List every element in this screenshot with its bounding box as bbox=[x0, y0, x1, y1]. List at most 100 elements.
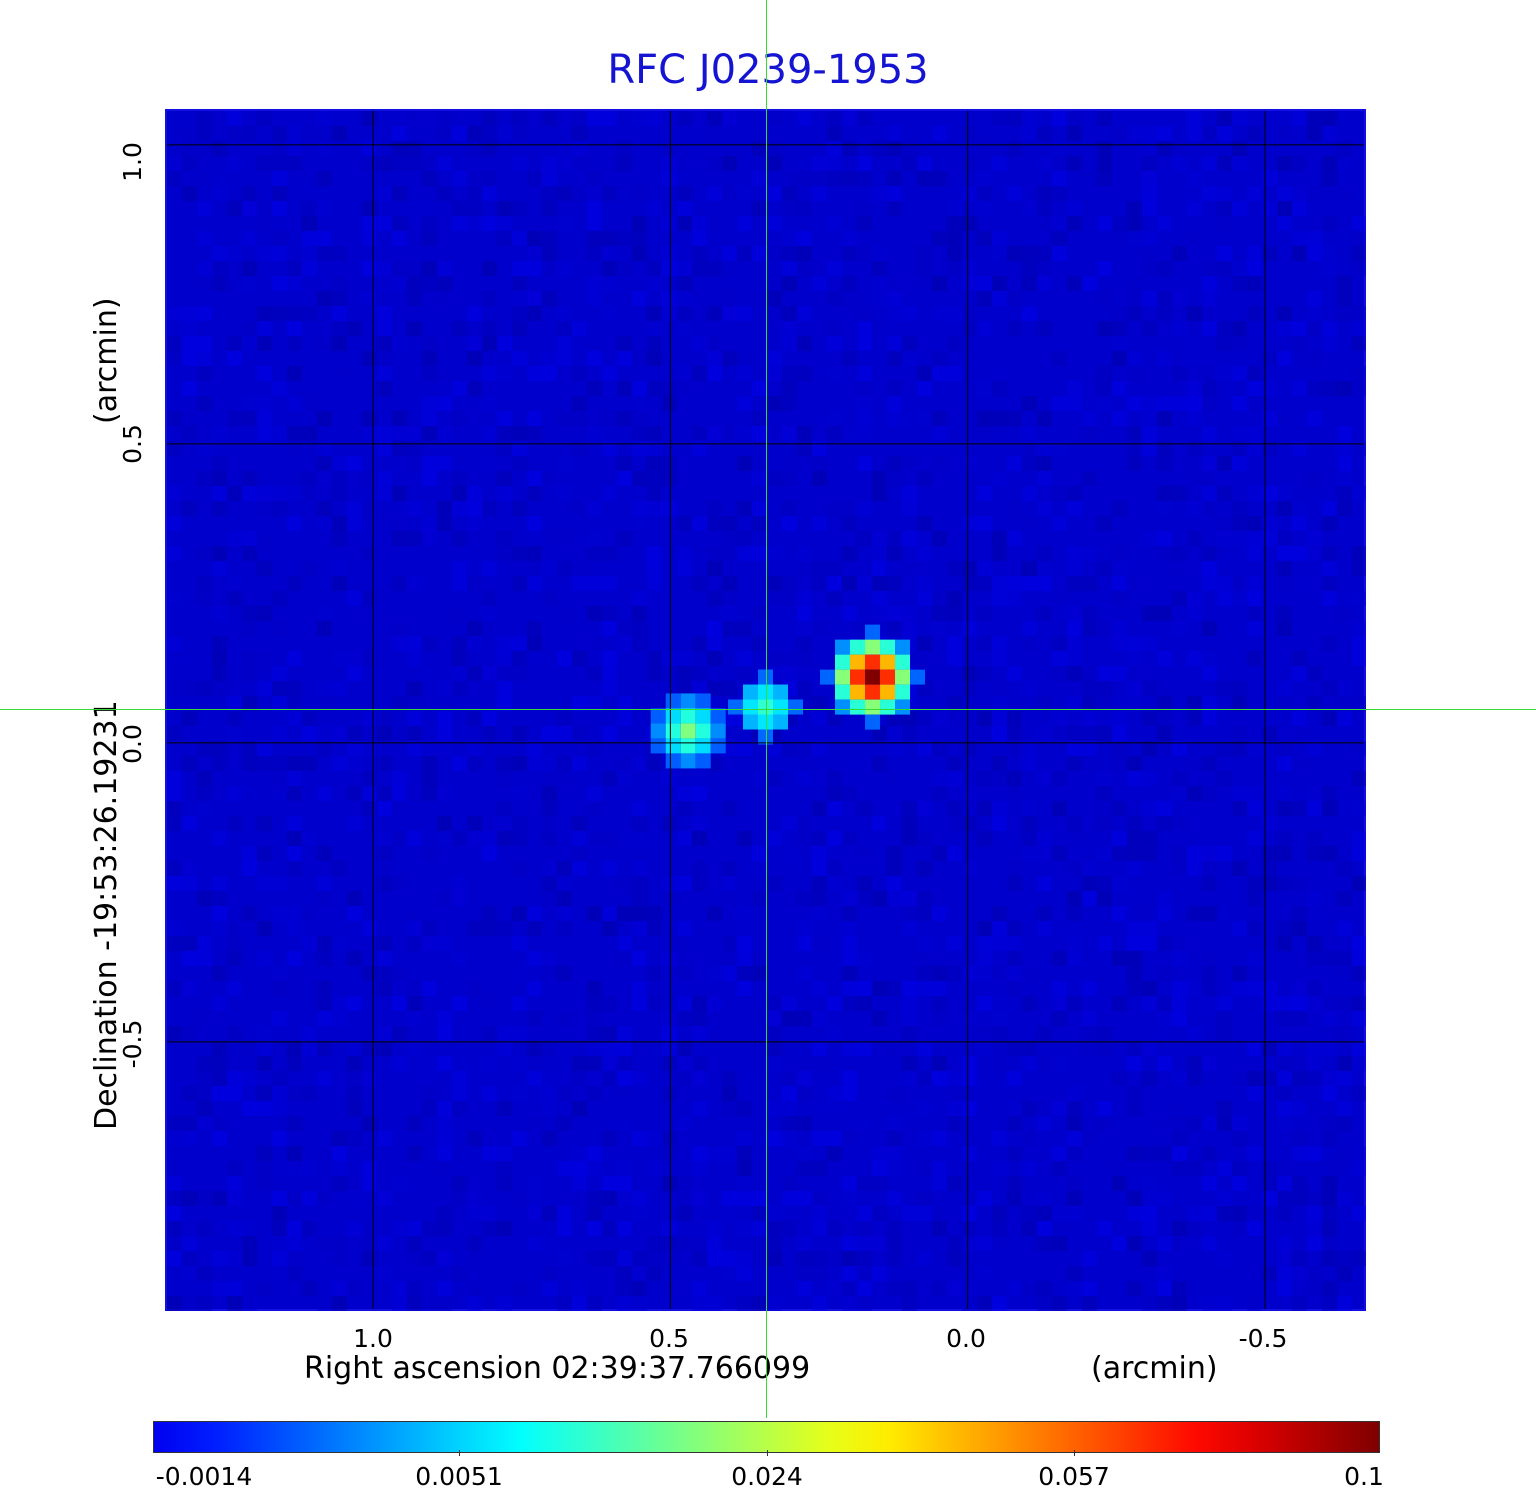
map-noise-pixel bbox=[557, 1011, 572, 1026]
map-noise-pixel bbox=[587, 1221, 602, 1236]
map-noise-pixel bbox=[317, 936, 332, 951]
map-noise-pixel bbox=[917, 156, 932, 171]
map-noise-pixel bbox=[422, 276, 437, 291]
x-tick-label: 1.0 bbox=[353, 1324, 393, 1353]
map-noise-pixel bbox=[182, 861, 197, 876]
map-noise-pixel bbox=[167, 1176, 182, 1191]
map-noise-pixel bbox=[1157, 261, 1172, 276]
map-noise-pixel bbox=[797, 306, 812, 321]
map-noise-pixel bbox=[1292, 591, 1307, 606]
map-noise-pixel bbox=[542, 336, 557, 351]
map-noise-pixel bbox=[1232, 726, 1247, 741]
map-noise-pixel bbox=[362, 1041, 377, 1056]
map-noise-pixel bbox=[1352, 936, 1366, 951]
map-noise-pixel bbox=[887, 1236, 902, 1251]
map-noise-pixel bbox=[1082, 276, 1097, 291]
map-noise-pixel bbox=[782, 306, 797, 321]
map-noise-pixel bbox=[977, 186, 992, 201]
map-noise-pixel bbox=[1292, 1146, 1307, 1161]
map-noise-pixel bbox=[1337, 426, 1352, 441]
map-noise-pixel bbox=[557, 141, 572, 156]
map-noise-pixel bbox=[992, 816, 1007, 831]
map-noise-pixel bbox=[362, 546, 377, 561]
map-noise-pixel bbox=[1112, 996, 1127, 1011]
map-noise-pixel bbox=[887, 126, 902, 141]
map-noise-pixel bbox=[767, 996, 782, 1011]
map-noise-pixel bbox=[902, 351, 917, 366]
map-noise-pixel bbox=[1277, 351, 1292, 366]
map-noise-pixel bbox=[212, 186, 227, 201]
map-noise-pixel bbox=[377, 441, 392, 456]
map-noise-pixel bbox=[797, 246, 812, 261]
map-noise-pixel bbox=[977, 576, 992, 591]
map-noise-pixel bbox=[617, 381, 632, 396]
map-noise-pixel bbox=[1157, 651, 1172, 666]
map-noise-pixel bbox=[1112, 576, 1127, 591]
map-noise-pixel bbox=[497, 201, 512, 216]
map-noise-pixel bbox=[1292, 546, 1307, 561]
map-noise-pixel bbox=[1322, 546, 1337, 561]
map-noise-pixel bbox=[272, 621, 287, 636]
map-noise-pixel bbox=[482, 1221, 497, 1236]
map-noise-pixel bbox=[1022, 426, 1037, 441]
map-noise-pixel bbox=[497, 1146, 512, 1161]
map-noise-pixel bbox=[1157, 216, 1172, 231]
map-noise-pixel bbox=[482, 291, 497, 306]
map-noise-pixel bbox=[1067, 486, 1082, 501]
map-noise-pixel bbox=[812, 516, 827, 531]
map-noise-pixel bbox=[512, 201, 527, 216]
map-noise-pixel bbox=[227, 486, 242, 501]
map-noise-pixel bbox=[1067, 561, 1082, 576]
map-noise-pixel bbox=[632, 411, 647, 426]
map-noise-pixel bbox=[887, 171, 902, 186]
map-noise-pixel bbox=[1337, 486, 1352, 501]
map-noise-pixel bbox=[377, 831, 392, 846]
map-noise-pixel bbox=[692, 246, 707, 261]
map-noise-pixel bbox=[842, 921, 857, 936]
map-noise-pixel bbox=[1262, 246, 1277, 261]
map-noise-pixel bbox=[242, 1221, 257, 1236]
map-noise-pixel bbox=[1352, 381, 1366, 396]
map-noise-pixel bbox=[1232, 516, 1247, 531]
map-noise-pixel bbox=[962, 1101, 977, 1116]
map-noise-pixel bbox=[242, 186, 257, 201]
source-pixel bbox=[880, 654, 896, 670]
map-noise-pixel bbox=[812, 936, 827, 951]
map-noise-pixel bbox=[197, 171, 212, 186]
map-noise-pixel bbox=[647, 546, 662, 561]
map-noise-pixel bbox=[272, 771, 287, 786]
map-noise-pixel bbox=[482, 591, 497, 606]
map-noise-pixel bbox=[167, 336, 182, 351]
map-noise-pixel bbox=[1352, 1161, 1366, 1176]
map-noise-pixel bbox=[662, 1056, 677, 1071]
map-noise-pixel bbox=[1187, 606, 1202, 621]
map-noise-pixel bbox=[827, 831, 842, 846]
map-noise-pixel bbox=[302, 486, 317, 501]
map-noise-pixel bbox=[1142, 711, 1157, 726]
map-noise-pixel bbox=[557, 861, 572, 876]
map-noise-pixel bbox=[1187, 981, 1202, 996]
map-noise-pixel bbox=[617, 156, 632, 171]
map-noise-pixel bbox=[377, 756, 392, 771]
map-noise-pixel bbox=[242, 861, 257, 876]
map-noise-pixel bbox=[347, 351, 362, 366]
map-noise-pixel bbox=[662, 246, 677, 261]
map-noise-pixel bbox=[1142, 246, 1157, 261]
map-noise-pixel bbox=[692, 1011, 707, 1026]
map-noise-pixel bbox=[632, 831, 647, 846]
map-noise-pixel bbox=[437, 1056, 452, 1071]
map-noise-pixel bbox=[977, 666, 992, 681]
map-noise-pixel bbox=[887, 336, 902, 351]
map-noise-pixel bbox=[1337, 186, 1352, 201]
map-noise-pixel bbox=[287, 786, 302, 801]
map-noise-pixel bbox=[992, 246, 1007, 261]
map-noise-pixel bbox=[1262, 201, 1277, 216]
map-noise-pixel bbox=[1052, 351, 1067, 366]
map-noise-pixel bbox=[407, 201, 422, 216]
map-noise-pixel bbox=[827, 156, 842, 171]
map-noise-pixel bbox=[272, 306, 287, 321]
map-noise-pixel bbox=[212, 471, 227, 486]
map-noise-pixel bbox=[467, 216, 482, 231]
map-noise-pixel bbox=[302, 831, 317, 846]
map-noise-pixel bbox=[722, 936, 737, 951]
